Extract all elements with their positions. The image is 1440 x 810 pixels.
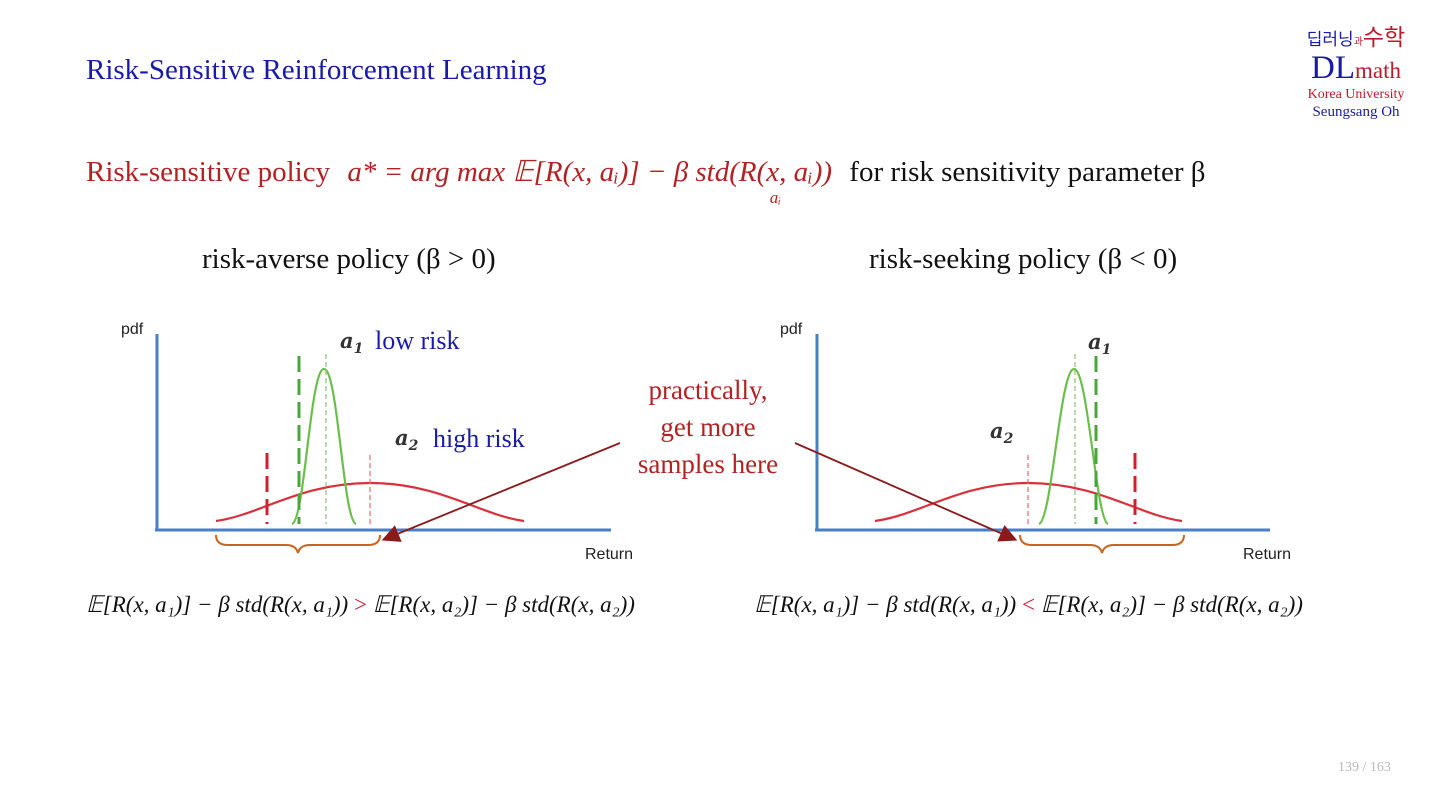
logo-math: math: [1355, 58, 1401, 83]
annotation-line-3: samples here: [637, 449, 779, 479]
right-inequality: 𝔼[R(x, a₁)] − β std(R(x, a₁)) < 𝔼[R(x, a…: [754, 592, 1303, 618]
left-ineq-lhs: 𝔼[R(x, a₁)] − β std(R(x, a₁)): [86, 592, 349, 617]
logo-korean: 딥러닝과수학: [1296, 25, 1416, 53]
left-inequality: 𝔼[R(x, a₁)] − β std(R(x, a₁)) > 𝔼[R(x, a…: [86, 592, 635, 618]
policy-formula-line: Risk-sensitive policy a* = arg max 𝔼[R(x…: [86, 154, 1206, 207]
left-a1-label: a1: [340, 328, 363, 357]
logo-author: Seungsang Oh: [1312, 104, 1400, 120]
annotation-arrow-left: [381, 442, 621, 542]
left-ineq-rhs: 𝔼[R(x, a₂)] − β std(R(x, a₂)): [372, 592, 635, 617]
annotation-line-1: practically,: [648, 375, 768, 405]
dlmath-logo: 딥러닝과수학 DLmath Korea University Seungsang…: [1296, 25, 1416, 121]
right-ineq-rhs: 𝔼[R(x, a₂)] − β std(R(x, a₂)): [1040, 592, 1303, 617]
policy-formula-text: a* = arg max 𝔼[R(x, aᵢ)] − β std(R(x, aᵢ…: [347, 156, 833, 188]
left-panel-heading: risk-averse policy (β > 0): [202, 243, 496, 275]
policy-suffix: for risk sensitivity parameter β: [849, 156, 1206, 188]
policy-formula: a* = arg max 𝔼[R(x, aᵢ)] − β std(R(x, aᵢ…: [347, 154, 833, 207]
right-ineq-rel: <: [1021, 592, 1035, 617]
right-x-label: Return: [1243, 546, 1291, 563]
right-panel-heading: risk-seeking policy (β < 0): [869, 243, 1178, 275]
right-y-label: pdf: [780, 321, 803, 338]
left-plot: pdf Return a1 low risk a2 high risk: [121, 321, 633, 563]
left-low-risk-label: low risk: [375, 326, 460, 355]
left-brace: [215, 534, 381, 554]
annotation-line-2: get more: [660, 412, 756, 442]
slide-title: Risk-Sensitive Reinforcement Learning: [86, 54, 547, 86]
right-low-risk-curve: [1038, 367, 1109, 526]
left-high-risk-label: high risk: [433, 424, 525, 453]
right-a1-label: a1: [1088, 329, 1111, 358]
logo-korean-prefix: 딥러닝: [1306, 30, 1354, 49]
left-low-risk-curve: [291, 367, 357, 526]
right-a2-label: a2: [990, 418, 1014, 447]
left-y-label: pdf: [121, 321, 144, 338]
left-x-label: Return: [585, 546, 633, 563]
right-ineq-lhs: 𝔼[R(x, a₁)] − β std(R(x, a₁)): [754, 592, 1017, 617]
right-brace: [1019, 534, 1185, 554]
logo-korean-main: 수학: [1362, 25, 1406, 51]
right-plot: pdf Return a1 a2: [780, 321, 1291, 563]
logo-dl: DL: [1311, 50, 1355, 86]
annotation-arrow-right: [794, 442, 1018, 542]
page-number: 139 / 163: [1338, 760, 1391, 775]
argmax-subscript: aᵢ: [769, 188, 781, 207]
logo-university: Korea University: [1307, 87, 1405, 102]
logo-korean-conj: 과: [1353, 37, 1363, 48]
left-a2-label: a2: [395, 425, 419, 454]
left-ineq-rel: >: [353, 592, 367, 617]
annotation: practically, get more samples here: [618, 372, 798, 483]
policy-label: Risk-sensitive policy: [86, 156, 331, 188]
logo-dlmath: DLmath: [1296, 50, 1416, 86]
